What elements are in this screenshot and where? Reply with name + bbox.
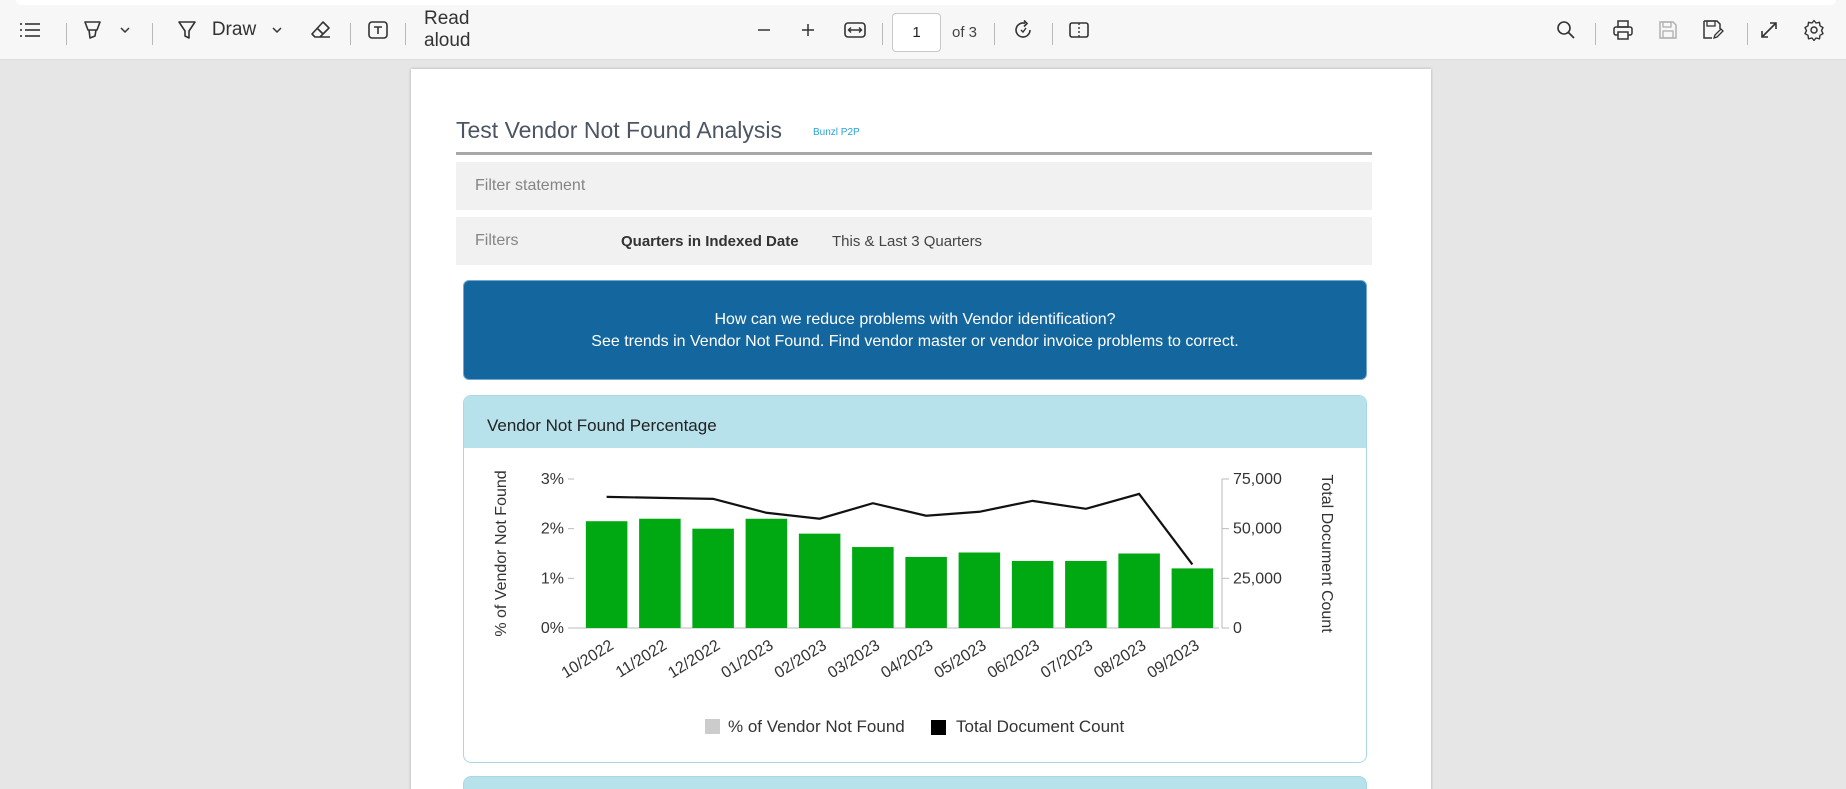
info-banner: How can we reduce problems with Vendor i…	[463, 280, 1367, 380]
page-count-label: of 3	[952, 24, 978, 41]
legend-label-pct: % of Vendor Not Found	[728, 717, 905, 736]
eraser-icon[interactable]	[308, 14, 334, 46]
vendor-not-found-chart: 0% 1% 2% 3% 0 25,000 50,000 75,000 % of Vendor N…	[493, 470, 1335, 736]
filter-statement-label: Filter statement	[475, 177, 586, 194]
x-tick-label: 11/2022	[613, 637, 670, 681]
y-tick-label: 0%	[541, 620, 564, 637]
bar-01-2023	[745, 518, 788, 628]
zoom-in-icon[interactable]	[796, 14, 820, 46]
bar-07-2023	[1065, 560, 1107, 628]
chart-card-title: Vendor Not Found Percentage	[487, 416, 717, 435]
y-axis-title: % of Vendor Not Found	[493, 470, 510, 636]
draw-pen-icon[interactable]	[174, 14, 200, 46]
browser-tab-strip	[16, 0, 1836, 5]
contents-icon[interactable]	[16, 14, 44, 46]
toolbar-separator	[1595, 23, 1596, 45]
chart-card: Vendor Not Found Percentage 0% 1% 2% 3% 0 25,…	[463, 395, 1367, 763]
toolbar-separator	[882, 23, 883, 45]
save-icon[interactable]	[1656, 14, 1680, 46]
text-box-icon[interactable]	[365, 14, 391, 46]
x-tick-label: 05/2023	[931, 637, 989, 682]
x-tick-label: 07/2023	[1038, 637, 1096, 682]
x-tick-label: 01/2023	[718, 637, 776, 682]
bar-09-2023	[1171, 568, 1214, 628]
filters-bar: Filters Quarters in Indexed Date This & …	[456, 217, 1372, 265]
y2-tick-label: 50,000	[1233, 521, 1282, 538]
highlight-options-chevron-icon[interactable]	[116, 14, 134, 46]
y-tick-label: 1%	[541, 570, 564, 587]
page-number-input[interactable]: 1	[892, 13, 941, 52]
toolbar-separator	[152, 23, 153, 45]
y2-tick-label: 0	[1233, 620, 1242, 637]
filter-key: Quarters in Indexed Date	[621, 233, 799, 250]
x-tick-label: 08/2023	[1091, 637, 1149, 682]
x-tick-label: 09/2023	[1144, 637, 1202, 682]
x-tick-label: 02/2023	[772, 637, 830, 682]
fit-to-width-icon[interactable]	[842, 14, 868, 46]
bar-12-2022	[692, 528, 734, 628]
y2-tick-label: 75,000	[1233, 471, 1282, 488]
read-aloud-button[interactable]: Read aloud	[424, 8, 471, 51]
filter-statement-bar: Filter statement	[456, 162, 1372, 210]
toolbar-separator	[1747, 23, 1748, 45]
draw-options-chevron-icon[interactable]	[268, 14, 286, 46]
x-tick-label: 03/2023	[825, 637, 883, 682]
pdf-toolbar: Draw Read aloud 1 of 3	[0, 0, 1846, 60]
legend-swatch-count	[931, 720, 946, 735]
chart-card-header: Vendor Not Found Percentage	[464, 396, 1366, 448]
bar-11-2022	[639, 518, 681, 628]
settings-gear-icon[interactable]	[1801, 14, 1827, 46]
highlighter-icon[interactable]	[80, 14, 106, 46]
x-tick-label: 12/2022	[665, 637, 723, 682]
toolbar-separator	[1052, 23, 1053, 45]
y2-tick-label: 25,000	[1233, 570, 1282, 587]
legend-swatch-pct	[705, 719, 720, 734]
print-icon[interactable]	[1610, 14, 1636, 46]
next-chart-card-header	[463, 776, 1367, 789]
bar-02-2023	[798, 533, 841, 628]
info-line-2: See trends in Vendor Not Found. Find ven…	[591, 333, 1239, 350]
y2-axis-title: Total Document Count	[1318, 474, 1335, 633]
bar-08-2023	[1118, 553, 1160, 628]
fullscreen-icon[interactable]	[1757, 14, 1781, 46]
info-line-1: How can we reduce problems with Vendor i…	[714, 311, 1116, 328]
toolbar-separator	[405, 23, 406, 45]
filters-label: Filters	[475, 232, 519, 249]
toolbar-separator	[994, 23, 995, 45]
bar-06-2023	[1011, 560, 1054, 628]
filter-value: This & Last 3 Quarters	[832, 233, 983, 250]
draw-button[interactable]: Draw	[211, 19, 257, 40]
pdf-page: Test Vendor Not Found Analysis Bunzl P2P…	[411, 69, 1431, 789]
report-subtitle: Bunzl P2P	[813, 127, 860, 138]
zoom-out-icon[interactable]	[752, 14, 776, 46]
report-title: Test Vendor Not Found Analysis	[456, 117, 783, 143]
x-tick-label: 06/2023	[985, 637, 1043, 682]
bar-05-2023	[958, 552, 1001, 628]
search-icon[interactable]	[1554, 14, 1578, 46]
page-view-icon[interactable]	[1066, 14, 1092, 46]
legend-label-count: Total Document Count	[956, 717, 1124, 736]
x-tick-label: 04/2023	[878, 637, 936, 682]
toolbar-separator	[350, 23, 351, 45]
toolbar-separator	[66, 23, 67, 45]
bar-03-2023	[852, 547, 894, 628]
x-tick-label: 10/2022	[559, 637, 617, 682]
bar-04-2023	[905, 556, 947, 628]
y-tick-label: 3%	[541, 471, 564, 488]
save-as-icon[interactable]	[1701, 14, 1725, 46]
total-document-count-line	[606, 492, 1194, 566]
bar-10-2022	[585, 521, 628, 628]
rotate-icon[interactable]	[1010, 14, 1036, 46]
y-tick-label: 2%	[541, 521, 564, 538]
title-divider	[456, 152, 1372, 155]
